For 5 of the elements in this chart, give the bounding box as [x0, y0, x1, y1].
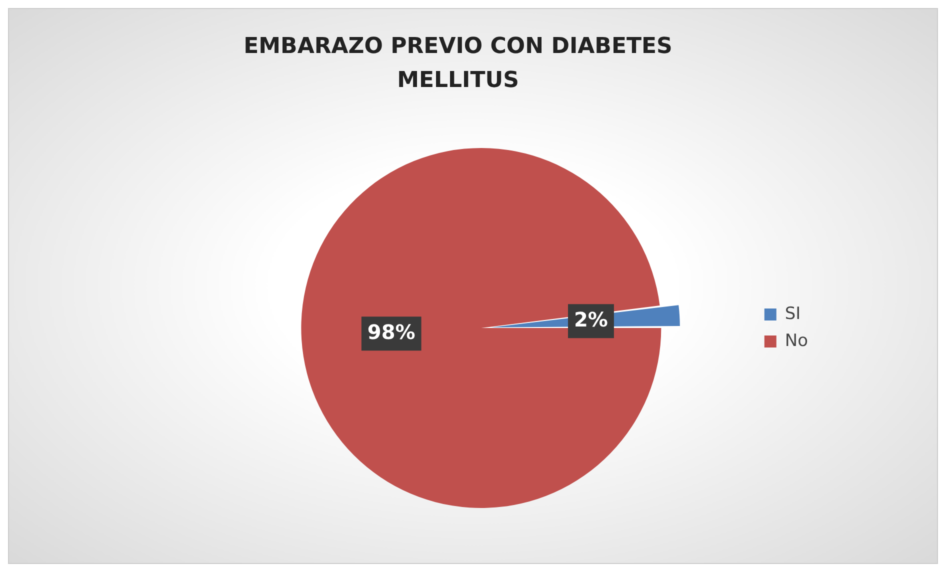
data-label: 2%	[574, 307, 608, 332]
legend-label: SI	[784, 304, 801, 324]
data-label: 98%	[367, 320, 416, 344]
legend-label: No	[784, 330, 808, 351]
chart-title: EMBARAZO PREVIO CON DIABETES MELLITUS	[242, 33, 674, 95]
